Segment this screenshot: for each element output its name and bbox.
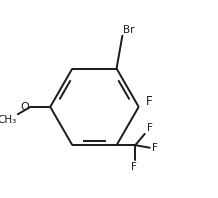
Text: CH₃: CH₃ — [0, 115, 17, 125]
Text: Br: Br — [123, 25, 135, 35]
Text: F: F — [147, 123, 153, 133]
Text: F: F — [152, 143, 158, 153]
Text: F: F — [131, 162, 137, 172]
Text: F: F — [146, 95, 152, 109]
Text: O: O — [21, 102, 30, 112]
